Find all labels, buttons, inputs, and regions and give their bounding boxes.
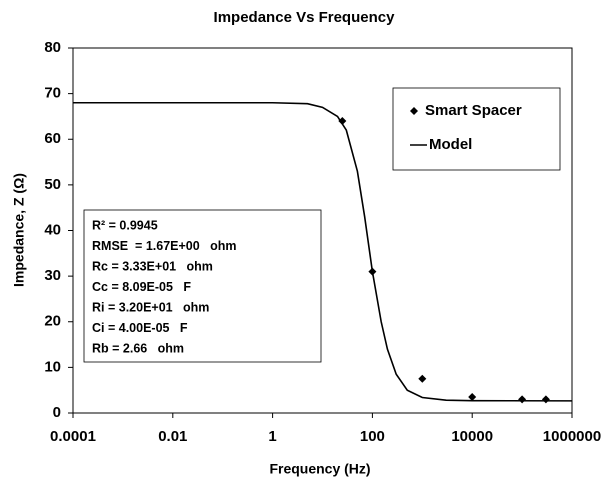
y-tick-label: 60 [44, 130, 61, 147]
data-point [541, 395, 550, 404]
annotation-box [83, 209, 322, 363]
y-tick-label: 20 [44, 313, 61, 330]
annotation: Ci = 4.00E-05 F [92, 321, 188, 335]
y-tick-label: 50 [44, 176, 61, 193]
x-tick-label: 0.01 [158, 428, 187, 445]
annotation: Ri = 3.20E+01 ohm [92, 300, 209, 314]
x-tick-label: 100 [360, 428, 385, 445]
y-tick-label: 10 [44, 358, 61, 375]
data-point [338, 117, 347, 125]
y-tick-label: 80 [44, 39, 61, 56]
y-tick-label: 40 [44, 221, 61, 238]
legend-label: Model [429, 136, 472, 153]
data-point [418, 374, 427, 383]
x-tick-label: 1 [268, 428, 276, 445]
annotation: Rc = 3.33E+01 ohm [92, 259, 213, 273]
model-line [73, 101, 573, 402]
x-axis-label: Frequency (Hz) [269, 461, 370, 477]
legend-box [392, 87, 561, 171]
y-tick-label: 30 [44, 267, 61, 284]
legend-label: Smart Spacer [425, 102, 522, 119]
annotation: RMSE = 1.67E+00 ohm [92, 239, 237, 253]
legend-marker [410, 107, 418, 115]
annotation: Cc = 8.09E-05 F [92, 280, 191, 294]
annotation: Rb = 2.66 ohm [92, 341, 184, 355]
chart-title: Impedance Vs Frequency [214, 9, 396, 26]
y-tick-label: 0 [53, 404, 61, 421]
annotation: R² = 0.9945 [92, 218, 158, 232]
data-point [518, 395, 527, 404]
x-tick-label: 0.0001 [50, 428, 96, 445]
y-tick-label: 70 [44, 85, 61, 102]
y-axis-label: Impedance, Z (Ω) [11, 173, 27, 287]
x-tick-label: 10000 [451, 428, 493, 445]
data-point [468, 393, 477, 402]
x-tick-label: 1000000 [543, 428, 601, 445]
